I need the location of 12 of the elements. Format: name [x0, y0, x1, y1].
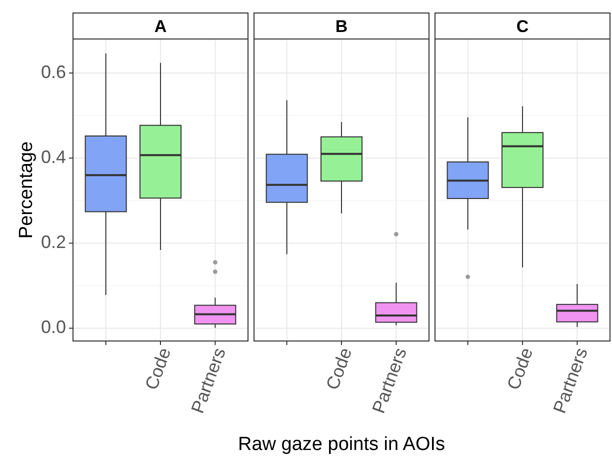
x-axis-title: Raw gaze points in AOIs [238, 434, 445, 455]
x-tick-label: Code [141, 345, 175, 392]
y-tick-label: 0.2 [40, 232, 66, 252]
chart-title: A [154, 17, 167, 36]
chart-title: C [516, 17, 529, 36]
y-tick-label: 0.4 [40, 146, 66, 167]
y-axis-title: Percentage [16, 141, 37, 239]
chart-title: B [335, 17, 348, 36]
x-tick-label: Code [503, 345, 537, 392]
y-tick-label: 0.0 [40, 316, 66, 337]
y-tick-label: 0.6 [40, 62, 66, 82]
x-tick-label: Code [322, 345, 356, 392]
